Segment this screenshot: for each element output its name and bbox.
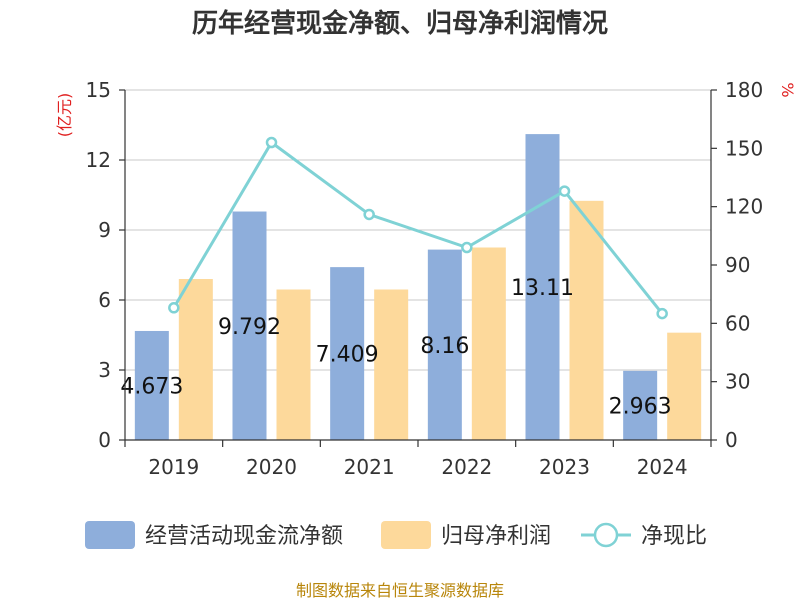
right-axis-tick-label: 180 (725, 78, 763, 102)
left-axis-tick-label: 0 (98, 428, 111, 452)
right-axis-tick-label: 120 (725, 195, 763, 219)
x-axis-tick-label: 2022 (441, 455, 492, 479)
left-axis-unit: (亿元) (55, 93, 74, 138)
source-note: 制图数据来自恒生聚源数据库 (296, 581, 504, 600)
net-profit-bar (471, 247, 506, 440)
cash-flow-bar (134, 330, 169, 440)
right-axis-tick-label: 30 (725, 370, 750, 394)
legend-label-profit: 归母净利润 (441, 524, 551, 549)
x-axis-tick-label: 2019 (148, 455, 199, 479)
label-layer: 4.673 9.792 7.409 8.16 13.11 2.963 (120, 276, 671, 419)
cash-flow-bar (427, 249, 462, 440)
cash-flow-bar (623, 370, 658, 440)
cash-flow-data-label: 4.673 (120, 374, 183, 399)
x-axis-tick-label: 2021 (344, 455, 395, 479)
ratio-point (168, 302, 180, 314)
right-axis-tick-label: 0 (725, 428, 738, 452)
left-axis-tick-label: 3 (98, 358, 111, 382)
legend-swatch-cash (85, 521, 135, 549)
legend: 经营活动现金流净额 归母净利润 净现比 (85, 521, 707, 549)
ratio-point (656, 307, 668, 320)
left-axis-tick-label: 15 (86, 78, 111, 102)
cash-flow-data-label: 9.792 (218, 315, 281, 340)
legend-label-cash: 经营活动现金流净额 (145, 524, 343, 549)
net-profit-bar (667, 332, 702, 440)
net-profit-bar (374, 289, 409, 440)
net-profit-bar (276, 289, 311, 440)
cash-flow-data-label: 7.409 (316, 343, 379, 368)
net-profit-bar (569, 200, 604, 440)
x-axis-tick-label: 2023 (539, 455, 590, 479)
left-axis-tick-label: 12 (86, 148, 111, 172)
right-axis-tick-label: 90 (725, 253, 750, 277)
right-axis-tick-label: 60 (725, 311, 750, 335)
x-axis-tick-label: 2024 (637, 455, 688, 479)
ratio-line (172, 140, 664, 315)
left-axis-tick-label: 9 (98, 218, 111, 242)
line-layer (168, 136, 668, 320)
x-axis-tick-label: 2020 (246, 455, 297, 479)
left-axis-tick-label: 6 (98, 288, 111, 312)
cash-flow-bar (525, 134, 560, 440)
ratio-point (461, 241, 473, 254)
ratio-point (265, 136, 278, 149)
legend-marker-ratio (593, 522, 619, 548)
cash-flow-data-label: 2.963 (609, 394, 672, 419)
cash-flow-data-label: 8.16 (420, 334, 469, 359)
legend-swatch-profit (381, 521, 431, 549)
cash-flow-data-label: 13.11 (511, 276, 574, 301)
bar-layer (134, 134, 702, 440)
right-axis-unit: % (778, 82, 797, 97)
right-axis-tick-label: 150 (725, 136, 763, 160)
chart-title: 历年经营现金净额、归母净利润情况 (192, 8, 608, 39)
cash-flow-bar (330, 267, 365, 440)
ratio-point (363, 208, 375, 221)
net-profit-bar (178, 279, 213, 440)
legend-label-ratio: 净现比 (641, 524, 707, 549)
ratio-point (558, 185, 571, 197)
cash-flow-bar (232, 211, 267, 440)
